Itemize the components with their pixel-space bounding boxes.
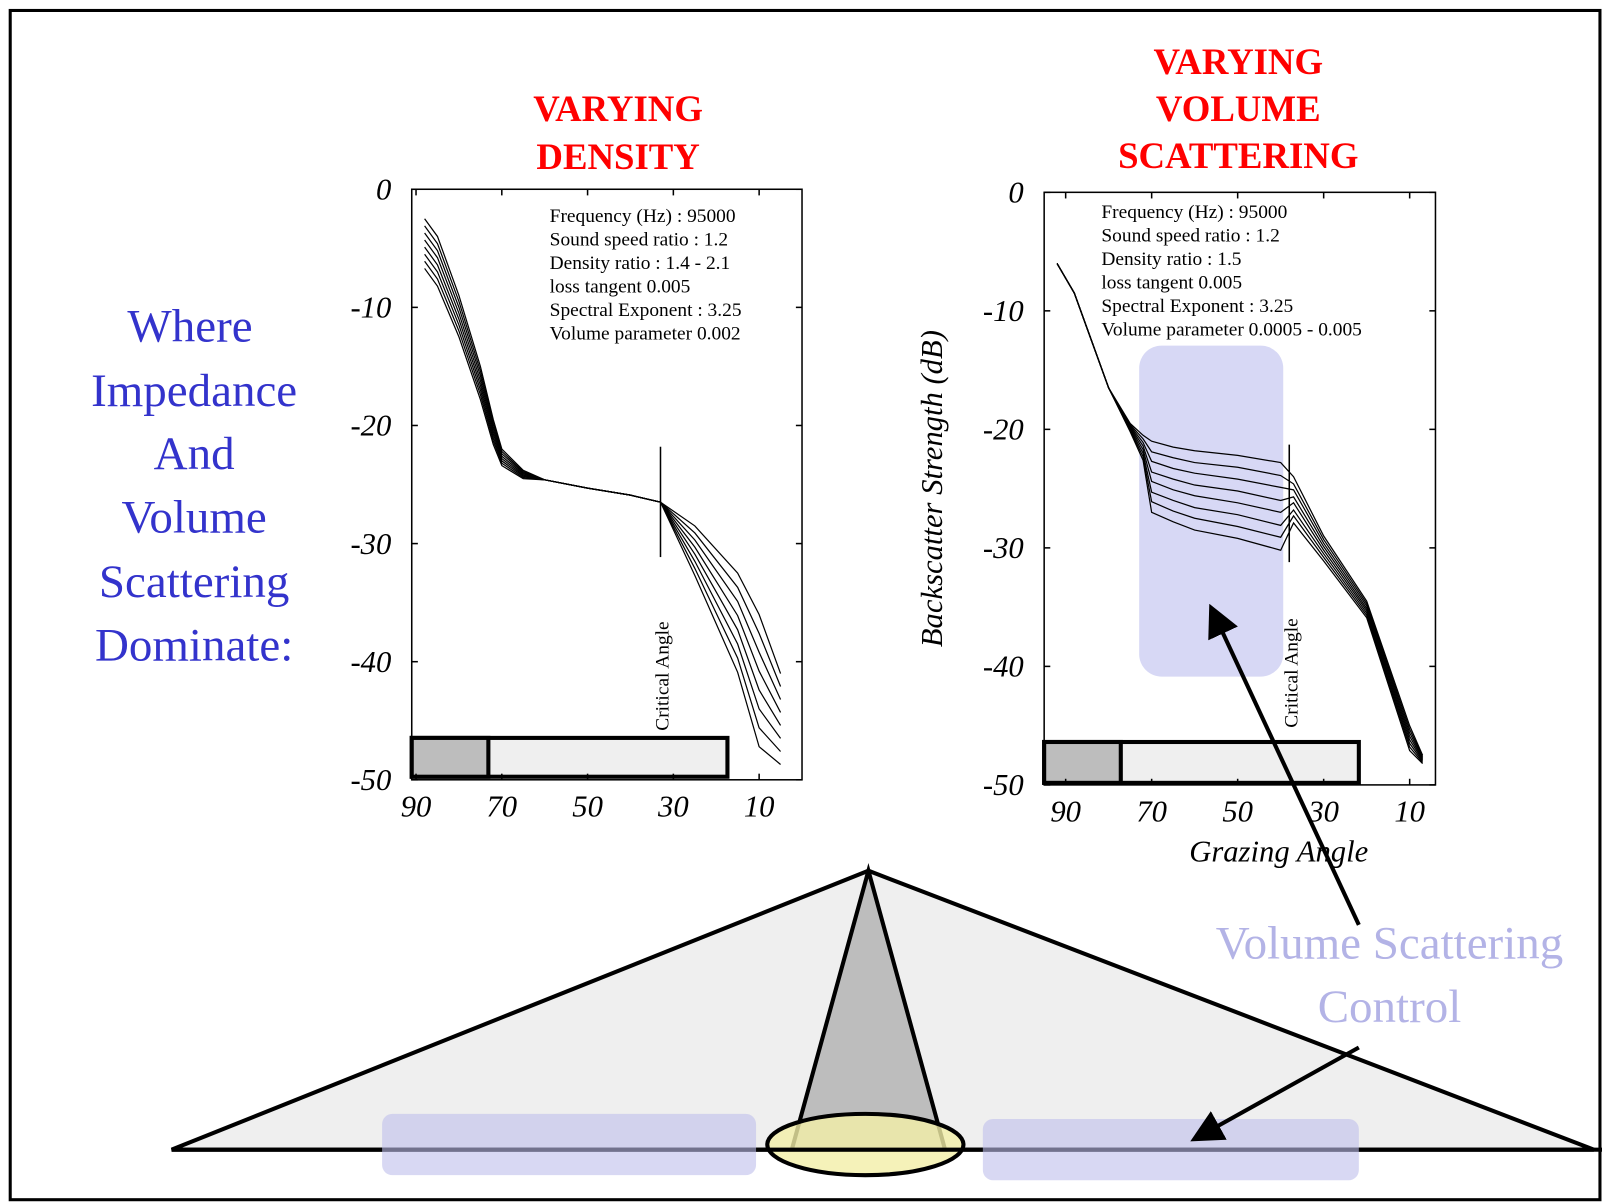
y-tick-label: -30 [983,531,1024,565]
y-tick-label: -10 [983,294,1024,328]
annotation: Sound speed ratio : 1.2 [1101,225,1279,246]
plot-frame [1043,191,1437,786]
y-tick-label: -20 [350,409,391,443]
arrow [1208,603,1361,926]
y-tick-label: -50 [983,768,1024,802]
arrow [1190,1045,1360,1142]
x-tick-label: 10 [744,790,775,824]
x-tick-label: 70 [486,790,517,824]
footprint [765,1111,966,1178]
chart-title: VOLUME [1156,88,1321,129]
critical-angle-label: Critical Angle [1281,618,1302,727]
y-tick-label: -40 [350,645,391,679]
annotation: Frequency (Hz) : 95000 [550,206,736,227]
charts: 0 -10 -20 -30 -40 -50 90 70 50 30 10 VARYING DENSITY… [350,41,1437,869]
annotation: Spectral Exponent : 3.25 [1101,296,1293,317]
annotation: Spectral Exponent : 3.25 [550,300,742,321]
y-tick-label: -50 [350,763,391,797]
chart-title: DENSITY [536,136,699,177]
annotation: Frequency (Hz) : 95000 [1101,202,1287,223]
annotation: Sound speed ratio : 1.2 [550,229,728,250]
y-tick-label: -20 [983,413,1024,447]
plot-frame [410,188,803,781]
chart-title: VARYING [533,88,703,129]
x-tick-label: 90 [401,790,432,824]
critical-angle-label: Critical Angle [653,621,674,730]
heading-line: Dominate: [95,619,293,671]
annotation: Volume parameter 0.002 [550,323,741,344]
callout: Control [1318,981,1462,1033]
heading-line: Where [127,300,252,352]
y-tick-label: -30 [350,527,391,561]
heading-line: Impedance [91,365,297,417]
x-tick-label: 70 [1136,795,1167,829]
y-tick-label: -10 [350,291,391,325]
heading-line: Scattering [99,556,289,608]
bar-fill [409,735,491,779]
chart-title: SCATTERING [1118,135,1358,176]
annotation: loss tangent 0.005 [1101,272,1242,293]
series-line [1056,263,1424,764]
bar-fill [1042,739,1123,785]
annotation: Density ratio : 1.5 [1101,249,1241,270]
x-tick-label: 90 [1050,795,1081,829]
heading-line: And [154,428,235,480]
callout: Volume Scattering [1216,918,1564,970]
y-axis-label: Backscatter Strength (dB) [915,330,949,647]
x-axis-label: Grazing Angle [1189,835,1368,869]
heading-line: Volume [121,492,266,544]
highlight [982,1118,1359,1181]
highlight [382,1113,757,1176]
heading: Where Impedance And Volume Scattering Do… [91,300,297,671]
series-line [424,268,781,765]
y-tick-label: 0 [1008,176,1023,210]
x-tick-label: 50 [572,790,603,824]
annotation: Density ratio : 1.4 - 2.1 [550,253,731,274]
y-tick-label: 0 [376,172,391,206]
y-tick-label: -40 [983,650,1024,684]
x-tick-label: 50 [1222,795,1253,829]
chart-title: VARYING [1153,41,1323,82]
annotation: Volume parameter 0.0005 - 0.005 [1101,319,1362,340]
x-tick-label: 30 [657,790,689,824]
x-tick-label: 10 [1394,795,1425,829]
highlight [1139,345,1284,677]
annotation: loss tangent 0.005 [550,276,691,297]
